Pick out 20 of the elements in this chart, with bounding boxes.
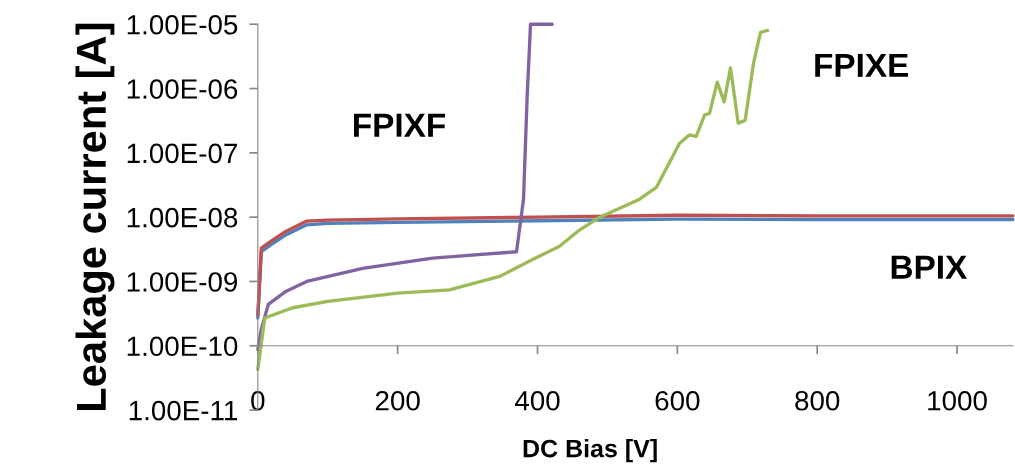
x-tick-label: 400	[514, 390, 560, 411]
y-tick-label: 1.00E-09	[127, 272, 238, 292]
x-axis-title: DC Bias [V]	[523, 439, 657, 463]
x-tick-label: 0	[251, 390, 265, 411]
y-tick-label: 1.00E-07	[127, 143, 237, 164]
y-tick-label: 1.00E-10	[127, 336, 238, 357]
annotation: FPIXE	[815, 53, 909, 77]
line-series	[256, 28, 770, 372]
y-tick-label: 1.00E-06	[127, 79, 238, 99]
x-tick-label: 200	[375, 390, 420, 411]
y-tick-label: 1.00E-11	[129, 400, 238, 421]
y-axis-title: Leakage current [A]	[75, 23, 115, 411]
x-tick-label: 1000	[928, 390, 987, 411]
annotation: BPIX	[891, 255, 967, 279]
x-tick-label: 600	[655, 390, 700, 411]
x-tick-label: 800	[795, 390, 840, 411]
annotation: FPIXF	[354, 113, 446, 137]
y-tick-label: 1.00E-08	[127, 207, 238, 228]
line-series	[256, 22, 554, 352]
y-tick-label: 1.00E-05	[127, 14, 238, 35]
